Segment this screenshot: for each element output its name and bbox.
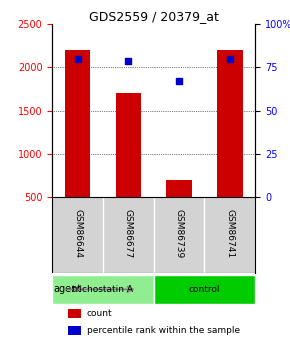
Title: GDS2559 / 20379_at: GDS2559 / 20379_at — [89, 10, 219, 23]
Bar — [217, 50, 242, 197]
Bar — [68, 309, 81, 318]
Bar — [166, 180, 192, 197]
Bar — [65, 50, 90, 197]
Point — [177, 79, 182, 84]
Point — [227, 56, 232, 61]
Text: GSM86739: GSM86739 — [175, 209, 184, 258]
Text: GSM86677: GSM86677 — [124, 209, 133, 258]
Text: GSM86741: GSM86741 — [225, 209, 234, 258]
Text: trichostatin A: trichostatin A — [72, 285, 133, 294]
Bar — [116, 93, 141, 197]
FancyBboxPatch shape — [154, 275, 255, 304]
Point — [75, 56, 80, 61]
Text: control: control — [189, 285, 220, 294]
Point — [126, 58, 130, 63]
Text: percentile rank within the sample: percentile rank within the sample — [87, 326, 240, 335]
Text: agent: agent — [53, 284, 81, 294]
Text: GSM86644: GSM86644 — [73, 209, 82, 258]
FancyBboxPatch shape — [52, 275, 154, 304]
Bar — [68, 326, 81, 335]
Text: count: count — [87, 309, 112, 318]
